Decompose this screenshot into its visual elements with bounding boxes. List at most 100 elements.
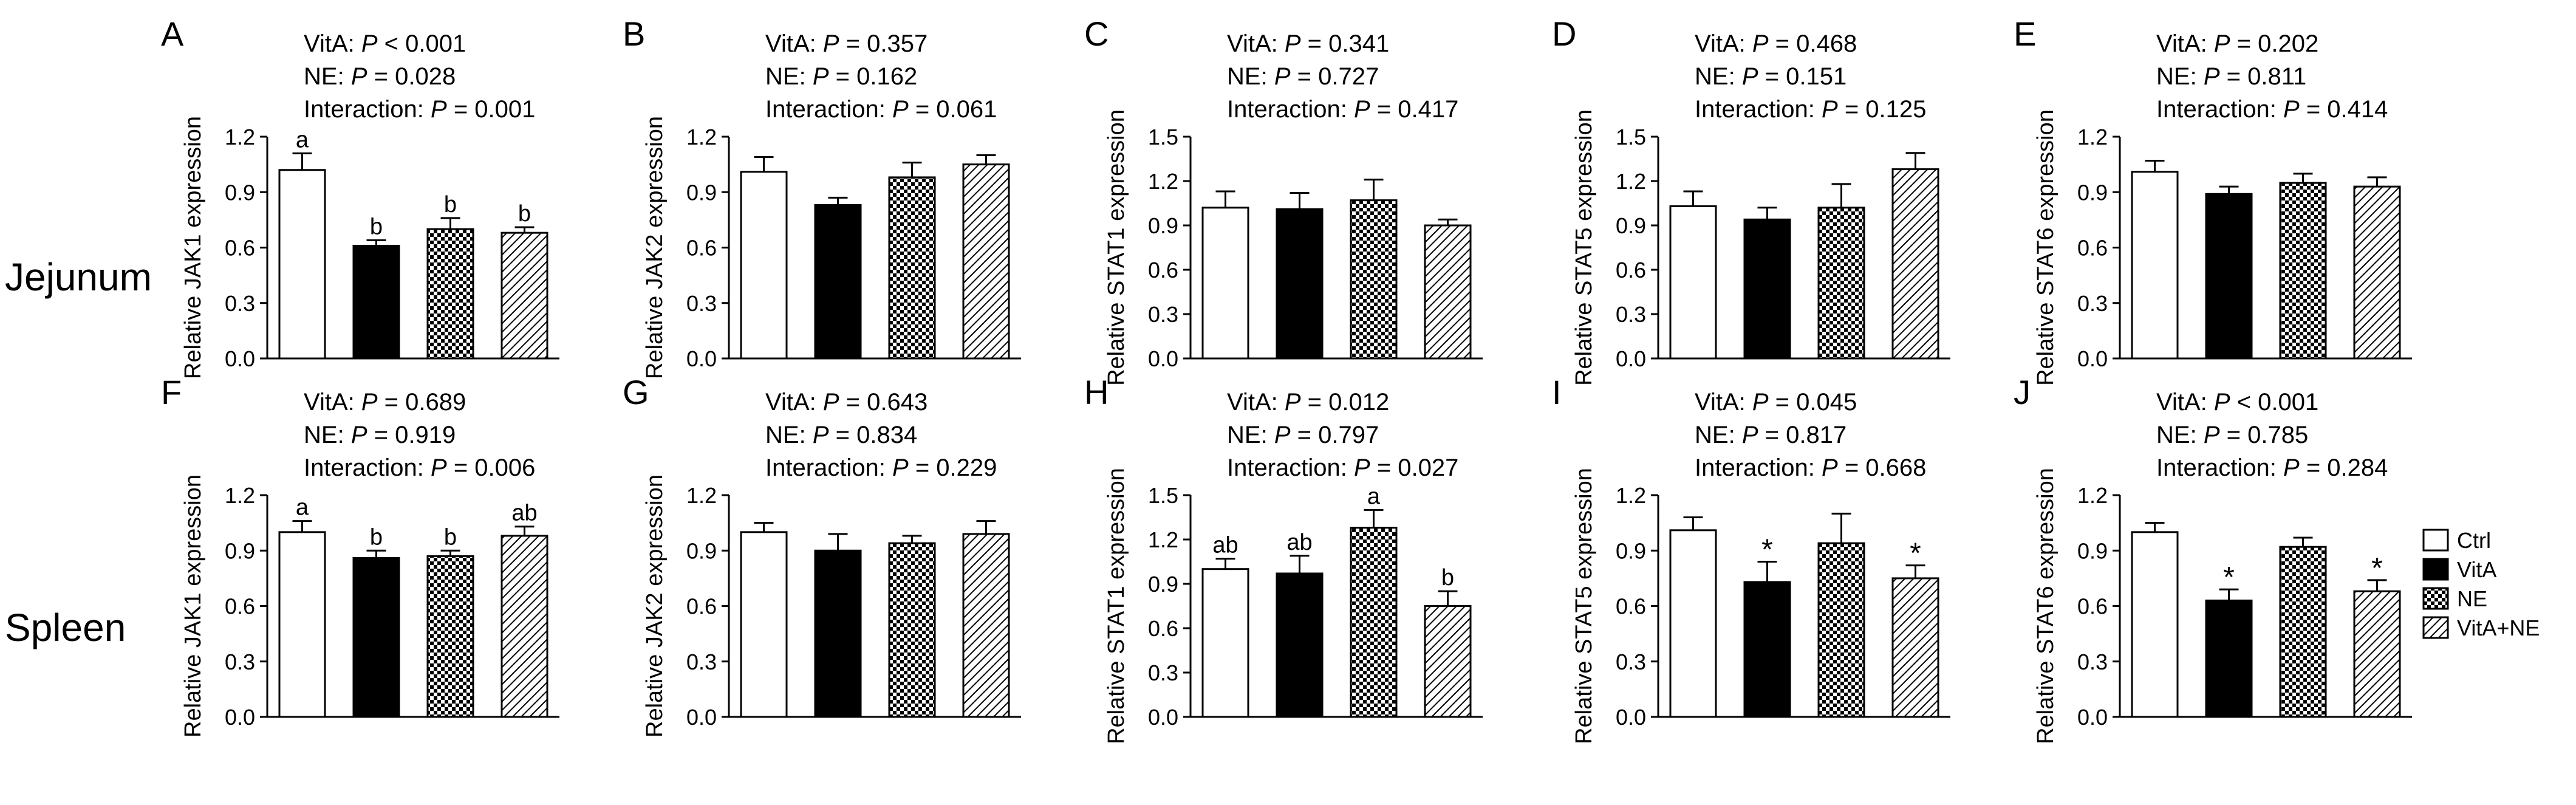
- y-tick-label: 0.9: [225, 180, 255, 205]
- stat-name: VitA: [1227, 389, 1271, 416]
- bar-ne: [1350, 199, 1398, 360]
- y-tick-label: 0.6: [1148, 258, 1178, 283]
- bar-ne: [426, 228, 474, 360]
- stat-sep: :: [810, 389, 823, 416]
- stat-p: P: [2204, 63, 2220, 90]
- stat-sep: :: [417, 454, 431, 481]
- stat-line: Interaction: P = 0.229: [765, 454, 997, 481]
- stat-op: =: [909, 96, 937, 123]
- stat-name: Interaction: [1695, 96, 1808, 123]
- y-axis-label: Relative JAK2 expression: [642, 474, 668, 738]
- y-tick-label: 0.0: [1616, 705, 1646, 730]
- stat-line: NE: P = 0.162: [765, 63, 917, 90]
- stat-sep: :: [417, 96, 431, 123]
- stat-op: =: [839, 30, 867, 57]
- y-axis-label: Relative STAT6 expression: [2033, 468, 2058, 744]
- bar-ctrl: [2131, 531, 2179, 718]
- bar-vita-ne: [962, 163, 1010, 360]
- stat-name: Interaction: [1695, 454, 1808, 481]
- stat-line: Interaction: P = 0.061: [765, 96, 997, 123]
- stat-sep: :: [348, 30, 361, 57]
- y-tick-label: 1.2: [1148, 527, 1178, 552]
- stat-line: VitA: P = 0.643: [765, 389, 928, 416]
- stat-op: =: [2220, 63, 2248, 90]
- y-tick-label: 0.6: [2077, 236, 2108, 261]
- stat-op: =: [1370, 454, 1398, 481]
- panel-letter: C: [1084, 15, 1109, 53]
- stat-p: P: [2283, 454, 2300, 481]
- bar-ne: [1817, 207, 1865, 360]
- stat-name: NE: [765, 63, 799, 90]
- stat-op: =: [2300, 96, 2328, 123]
- bar-vita-ne: [501, 535, 548, 718]
- stat-op: =: [1301, 30, 1329, 57]
- stat-name: VitA: [1695, 389, 1739, 416]
- y-tick-label: 0.0: [225, 346, 255, 371]
- stat-sep: :: [799, 422, 813, 448]
- panel-g: G VitA: P = 0.643 NE: P = 0.834 Interaction…: [623, 373, 1021, 738]
- bar-ctrl: [278, 169, 326, 360]
- stat-p: P: [1822, 96, 1838, 123]
- stat-sep: :: [348, 389, 361, 416]
- stat-value: 0.151: [1786, 63, 1847, 90]
- stat-op: =: [367, 63, 395, 90]
- stat-op: =: [447, 96, 475, 123]
- bar-vita-ne: [1891, 168, 1939, 360]
- stat-line: VitA: P = 0.468: [1695, 30, 1857, 57]
- bar-vita: [1743, 218, 1791, 360]
- y-tick-label: 0.3: [1616, 302, 1646, 327]
- y-tick-label: 0.0: [686, 346, 717, 371]
- stat-sep: :: [1261, 63, 1274, 90]
- stat-name: Interaction: [765, 454, 879, 481]
- stat-name: VitA: [1227, 30, 1271, 57]
- stat-value: 0.727: [1318, 63, 1379, 90]
- bar-vita-ne: [1424, 605, 1472, 718]
- bar-vita-ne: [2353, 185, 2401, 360]
- bar-ne: [2279, 546, 2327, 718]
- y-tick-label: 0.0: [1148, 346, 1178, 371]
- stat-value: 0.202: [2258, 30, 2318, 57]
- bar-vita: [814, 204, 862, 360]
- stat-line: NE: P = 0.028: [304, 63, 456, 90]
- legend-swatch: [2422, 587, 2449, 610]
- y-tick-label: 0.0: [1616, 346, 1646, 371]
- y-tick-label: 0.3: [1148, 302, 1178, 327]
- row-label-jejunum: Jejunum: [5, 255, 152, 299]
- legend-label: Ctrl: [2457, 528, 2491, 553]
- stat-value: 0.797: [1318, 422, 1379, 448]
- stat-sep: :: [1271, 30, 1285, 57]
- stat-line: VitA: P = 0.012: [1227, 389, 1389, 416]
- stat-line: VitA: P = 0.357: [765, 30, 928, 57]
- panel-letter: A: [161, 15, 184, 53]
- panel-letter: I: [1552, 373, 1562, 411]
- stat-line: NE: P = 0.797: [1227, 422, 1379, 448]
- y-tick-label: 1.2: [686, 483, 717, 508]
- y-tick-label: 0.9: [686, 180, 717, 205]
- stat-op: =: [2300, 454, 2328, 481]
- stat-name: NE: [1695, 63, 1729, 90]
- stat-sep: :: [879, 454, 892, 481]
- stat-p: P: [351, 63, 367, 90]
- y-axis-label: Relative JAK1 expression: [180, 116, 206, 379]
- stat-op: =: [1769, 389, 1797, 416]
- significance-letter: ab: [1286, 530, 1312, 555]
- bar-vita: [352, 557, 400, 718]
- y-tick-label: 0.3: [2077, 649, 2108, 674]
- stat-line: Interaction: P = 0.027: [1227, 454, 1458, 481]
- stat-sep: :: [799, 63, 813, 90]
- stat-sep: :: [1808, 96, 1822, 123]
- stat-p: P: [823, 389, 839, 416]
- stat-sep: :: [2201, 30, 2214, 57]
- stat-line: Interaction: P = 0.414: [2156, 96, 2388, 123]
- stat-sep: :: [1271, 389, 1285, 416]
- stat-value: 0.125: [1865, 96, 1926, 123]
- bar-vita: [1276, 572, 1324, 718]
- y-tick-label: 0.9: [1148, 213, 1178, 238]
- y-axis-label: Relative STAT5 expression: [1571, 109, 1597, 386]
- stat-op: =: [1838, 96, 1866, 123]
- stat-line: VitA: P < 0.001: [304, 30, 466, 57]
- y-tick-label: 1.2: [2077, 483, 2108, 508]
- stat-value: 0.045: [1796, 389, 1857, 416]
- significance-star: *: [2223, 561, 2235, 594]
- y-tick-label: 0.6: [225, 236, 255, 261]
